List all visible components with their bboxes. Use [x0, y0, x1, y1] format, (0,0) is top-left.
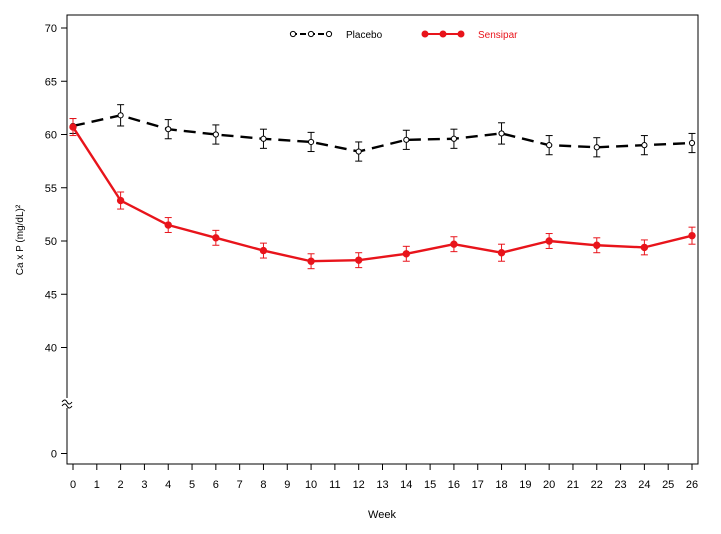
data-point	[403, 136, 410, 143]
data-point	[355, 148, 362, 155]
series-line	[72, 114, 693, 153]
x-tick-label: 8	[260, 479, 266, 491]
data-point	[165, 126, 172, 133]
x-tick-label: 16	[448, 479, 460, 491]
x-tick-label: 22	[591, 479, 603, 491]
x-tick-label: 7	[237, 479, 243, 491]
data-point	[593, 144, 600, 151]
legend-marker	[289, 30, 297, 38]
x-tick-label: 25	[662, 479, 674, 491]
data-point	[164, 221, 172, 229]
legend-item-sensipar: Sensipar	[421, 30, 518, 41]
plot-frame	[66, 14, 699, 465]
series-sensipar	[69, 118, 696, 270]
x-tick-label: 26	[686, 479, 698, 491]
data-point	[69, 123, 77, 131]
y-axis-title: Ca x P (mg/dL)²	[15, 204, 26, 275]
x-tick-label: 6	[213, 479, 219, 491]
legend-label: Sensipar	[478, 30, 518, 41]
y-tick-label: 55	[45, 183, 57, 195]
data-point	[450, 135, 458, 142]
y-tick-label: 65	[45, 76, 57, 88]
data-point	[117, 112, 124, 119]
legend-marker	[325, 30, 333, 38]
data-point	[212, 131, 219, 138]
y-tick-label: 60	[45, 130, 57, 142]
x-tick-label: 5	[189, 479, 195, 491]
x-tick-label: 14	[400, 479, 412, 491]
data-point	[450, 240, 458, 248]
data-point	[260, 135, 267, 142]
x-tick-label: 4	[165, 479, 171, 491]
y-tick-label: 50	[45, 236, 57, 248]
data-point	[497, 249, 506, 257]
x-tick-label: 11	[329, 479, 340, 491]
series-line	[71, 126, 693, 263]
x-tick-label: 12	[353, 479, 365, 491]
data-point	[546, 142, 553, 149]
x-tick-label: 13	[376, 479, 388, 491]
x-tick-label: 10	[305, 479, 317, 491]
x-axis-title: Week	[368, 509, 396, 521]
data-point	[641, 142, 648, 149]
data-point	[593, 241, 601, 249]
x-tick-label: 2	[118, 479, 124, 491]
legend-item-placebo: Placebo	[289, 30, 383, 41]
legend-marker	[439, 30, 447, 38]
y-tick-label: 0	[51, 449, 57, 461]
data-point	[640, 243, 649, 252]
data-point	[116, 196, 125, 205]
x-tick-label: 9	[284, 479, 290, 491]
y-tick-label: 70	[45, 23, 57, 35]
legend-marker	[457, 30, 465, 38]
x-tick-label: 24	[638, 479, 650, 491]
x-tick-label: 3	[141, 479, 147, 491]
legend-marker	[307, 30, 315, 38]
data-point	[402, 250, 411, 258]
x-tick-label: 20	[543, 479, 555, 491]
data-point	[545, 237, 553, 245]
series-layer	[69, 104, 696, 270]
x-tick-label: 18	[495, 479, 507, 491]
y-tick-label: 40	[45, 343, 57, 355]
data-point	[259, 246, 268, 255]
legend: Placebo Sensipar	[289, 30, 518, 41]
data-point	[688, 231, 696, 240]
axis-break-mark	[61, 399, 73, 405]
x-tick-label: 17	[472, 479, 484, 491]
x-tick-label: 21	[567, 479, 579, 491]
data-point	[307, 257, 315, 265]
data-point	[688, 139, 696, 147]
legend-marker	[421, 30, 429, 38]
series-placebo	[69, 104, 696, 162]
axis-break-mark	[61, 403, 73, 409]
legend-label: Placebo	[346, 30, 383, 41]
x-tick-label: 19	[519, 479, 531, 491]
x-tick-label: 15	[424, 479, 436, 491]
y-tick-label: 45	[45, 289, 57, 301]
x-tick-label: 1	[94, 479, 100, 491]
data-point	[498, 130, 505, 137]
data-point	[212, 234, 220, 242]
data-point	[354, 256, 363, 264]
x-tick-label: 23	[614, 479, 626, 491]
x-tick-label: 0	[70, 479, 76, 491]
data-point	[307, 138, 315, 146]
